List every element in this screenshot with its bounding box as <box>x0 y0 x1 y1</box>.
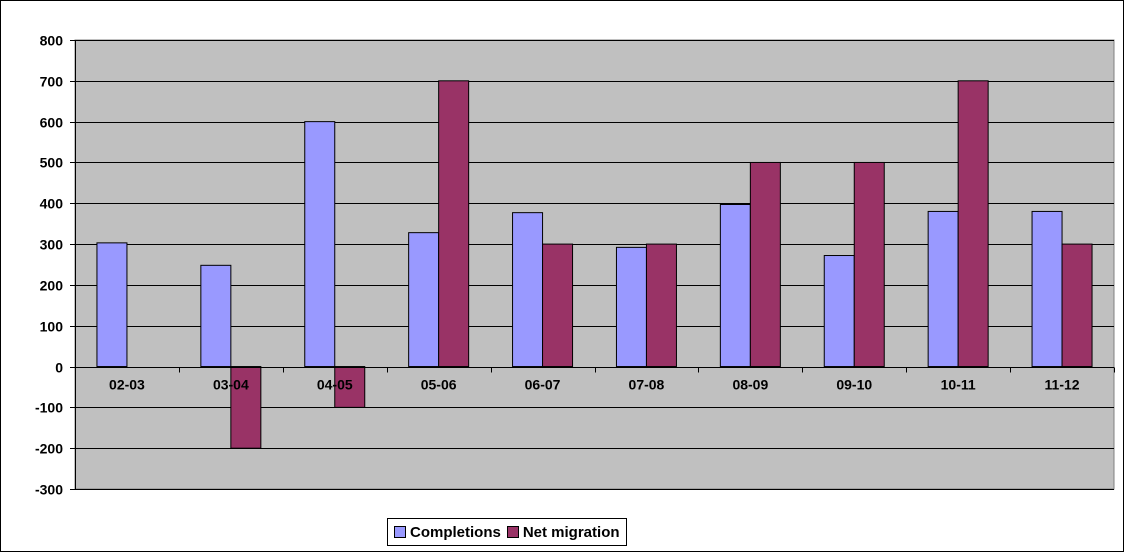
y-tick-label: 700 <box>40 74 64 90</box>
x-tick-label: 09-10 <box>836 377 872 393</box>
legend-swatch-net-migration <box>506 526 519 538</box>
x-tick-label: 10-11 <box>941 377 976 393</box>
y-tick-label: -200 <box>35 441 63 457</box>
bar-net-migration <box>645 243 677 368</box>
bar-net-migration <box>438 80 470 368</box>
bar-net-migration <box>230 366 262 449</box>
bar-net-migration <box>853 161 885 368</box>
bar-completions <box>512 212 544 368</box>
bar-completions <box>927 210 959 368</box>
bar-net-migration <box>749 161 781 368</box>
bar-completions <box>1031 210 1063 368</box>
bar-completions <box>408 232 440 368</box>
x-tick-label: 08-09 <box>732 377 768 393</box>
y-tick-label: -300 <box>35 482 63 498</box>
bar-completions <box>96 242 128 368</box>
bar-completions <box>200 264 232 368</box>
x-tick-label: 11-12 <box>1045 377 1080 393</box>
y-tick-label: 500 <box>40 155 64 171</box>
y-tick-label: 300 <box>40 237 64 253</box>
bar-net-migration <box>542 243 574 368</box>
y-tick-label: 400 <box>40 196 64 212</box>
y-tick-label: 800 <box>40 33 64 49</box>
y-tick-label: 600 <box>40 115 64 131</box>
legend-item-completions: Completions <box>394 524 501 541</box>
x-tick-label: 04-05 <box>317 377 353 393</box>
x-tick-label: 05-06 <box>421 377 457 393</box>
x-tick-label: 07-08 <box>629 377 665 393</box>
x-tick-label: 06-07 <box>525 377 561 393</box>
bar-completions <box>304 121 336 368</box>
legend: Completions Net migration <box>387 518 627 546</box>
bar-net-migration <box>1061 243 1093 368</box>
bar-net-migration <box>957 80 989 368</box>
y-tick-label: 100 <box>40 319 64 335</box>
legend-label-net-migration: Net migration <box>522 523 620 541</box>
legend-swatch-completions <box>394 526 406 538</box>
y-tick-label: -100 <box>35 400 63 416</box>
bar-net-migration <box>334 366 366 408</box>
y-tick-label: 200 <box>40 278 64 294</box>
x-tick-label: 02-03 <box>109 377 145 393</box>
legend-label-completions: Completions <box>410 523 501 541</box>
bar-completions <box>719 203 751 368</box>
x-tick-label: 03-04 <box>213 377 249 393</box>
bar-completions <box>823 255 855 368</box>
legend-item-net-migration: Net migration <box>506 523 620 541</box>
y-tick-label: 0 <box>55 360 63 376</box>
bar-completions <box>615 246 647 368</box>
